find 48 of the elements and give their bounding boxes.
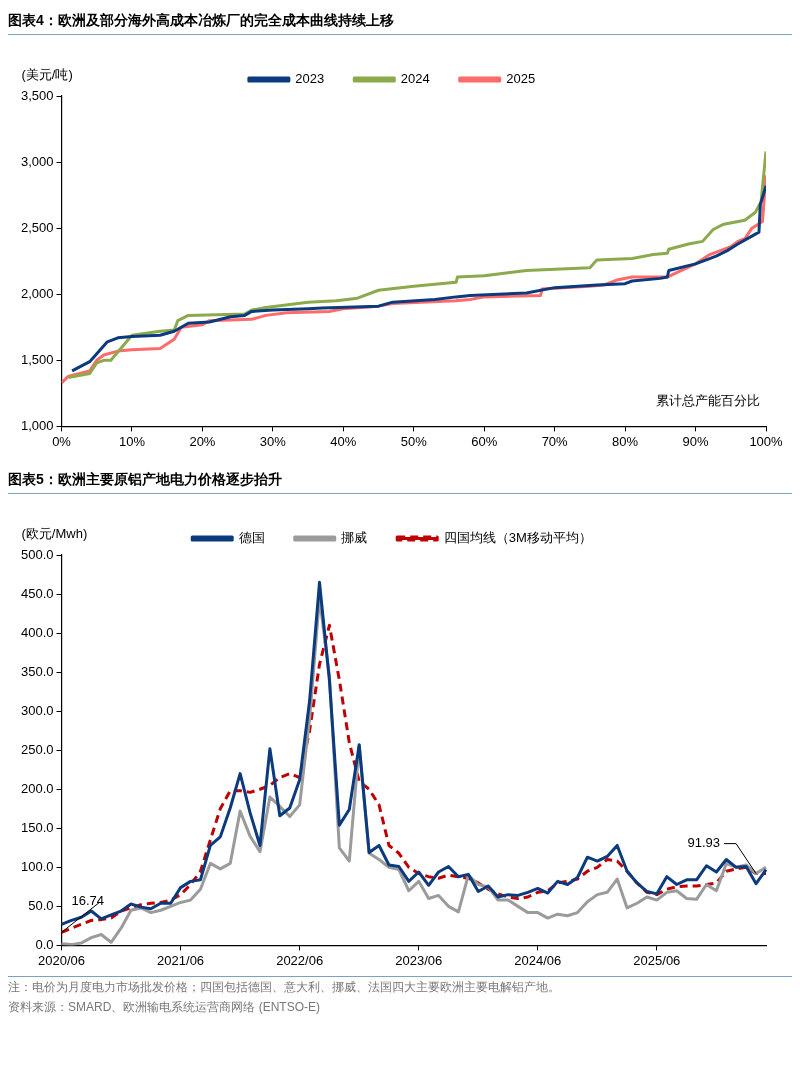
y-tick-label: 150.0	[20, 819, 54, 835]
chart-title: 图表4：欧洲及部分海外高成本冶炼厂的完全成本曲线持续上移	[8, 8, 792, 35]
x-tick-label: 50%	[400, 433, 428, 449]
y-tick-label: 2,500	[20, 219, 54, 235]
y-tick-label: 50.0	[28, 897, 54, 913]
y-tick-label: 1,500	[20, 351, 54, 367]
text: 资料来源：SMARD、欧洲输电系统运营商网络 (ENTSO-E)	[8, 999, 321, 1016]
legend-label: 四国均线（3M移动平均）	[443, 530, 592, 546]
text: 注：电价为月度电力市场批发价格；四国包括德国、意大利、挪威、法国四大主要欧洲主要电解铝产地。	[8, 979, 561, 996]
legend-label: 2024	[400, 71, 430, 87]
y-tick-label: 250.0	[20, 741, 54, 757]
x-tick-label: 2023/06	[395, 952, 443, 968]
y-tick-label: 400.0	[20, 624, 54, 640]
x-tick-label: 90%	[682, 433, 709, 449]
y-tick-label: 200.0	[20, 780, 54, 796]
x-tick-label: 80%	[612, 433, 639, 449]
x-tick-label: 2025/06	[633, 952, 681, 968]
y-axis-title: (欧元/Mwh)	[21, 526, 88, 542]
y-tick-label: 450.0	[20, 585, 54, 601]
y-tick-label: 350.0	[20, 663, 54, 679]
y-tick-label: 300.0	[20, 702, 54, 718]
x-tick-label: 20%	[189, 433, 216, 449]
annotation: 91.93	[687, 834, 721, 850]
x-tick-label: 60%	[471, 433, 498, 449]
y-axis-title: (美元/吨)	[21, 67, 73, 83]
x-tick-label: 2021/06	[157, 952, 205, 968]
x-tick-label: 2020/06	[38, 952, 86, 968]
y-tick-label: 100.0	[20, 858, 54, 874]
legend-label: 2025	[506, 71, 536, 87]
legend-label: 2023	[295, 71, 325, 87]
y-tick-label: 500.0	[20, 546, 54, 562]
legend-label: 德国	[238, 530, 265, 546]
y-tick-label: 3,500	[20, 87, 54, 103]
x-tick-label: 40%	[330, 433, 357, 449]
y-tick-label: 0.0	[35, 936, 54, 952]
x-tick-label: 0%	[52, 433, 72, 449]
chart-title: 图表5：欧洲主要原铝产地电力价格逐步抬升	[8, 467, 792, 494]
x-tick-label: 70%	[541, 433, 569, 449]
x-axis-title: 累计总产能百分比	[656, 393, 760, 409]
x-tick-label: 2022/06	[276, 952, 324, 968]
y-tick-label: 3,000	[20, 153, 54, 169]
x-tick-label: 10%	[118, 433, 146, 449]
x-tick-label: 100%	[749, 433, 784, 449]
x-tick-label: 2024/06	[514, 952, 562, 968]
x-tick-label: 30%	[259, 433, 287, 449]
y-tick-label: 1,000	[20, 417, 54, 433]
legend-label: 挪威	[341, 530, 368, 546]
y-tick-label: 2,000	[20, 285, 54, 301]
